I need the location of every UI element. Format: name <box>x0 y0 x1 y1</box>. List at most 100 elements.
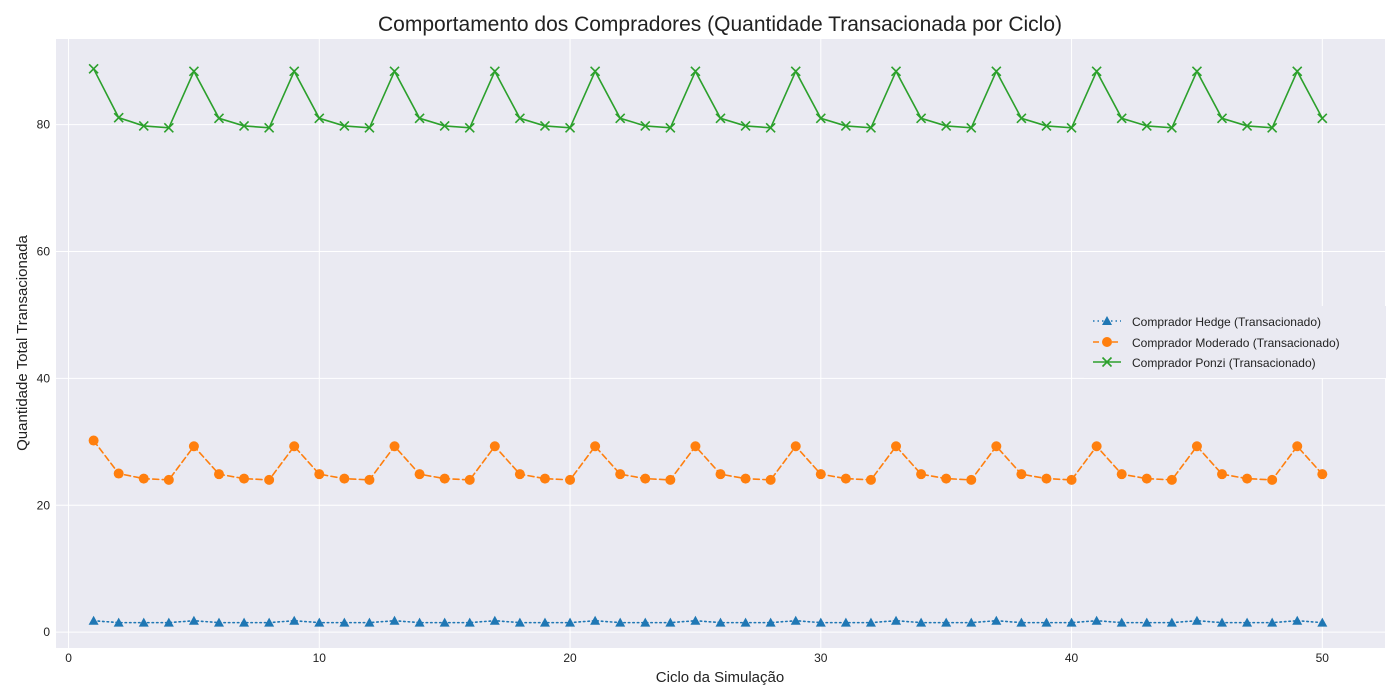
data-point-moderado <box>1166 474 1177 485</box>
data-point-ponzi <box>414 113 425 124</box>
data-point-hedge <box>1041 617 1052 627</box>
series-moderado <box>88 435 1328 485</box>
data-point-ponzi <box>1267 122 1278 133</box>
legend-item-moderado: Comprador Moderado (Transacionado) <box>1093 336 1340 350</box>
data-point-hedge <box>740 617 751 627</box>
x-tick-label: 50 <box>1316 651 1330 665</box>
data-point-ponzi <box>163 122 174 133</box>
data-point-moderado <box>464 474 475 485</box>
data-point-ponzi <box>314 113 325 124</box>
data-point-ponzi <box>489 66 500 77</box>
data-point-moderado <box>138 473 149 484</box>
data-point-hedge <box>464 617 475 627</box>
x-axis-label: Ciclo da Simulação <box>656 669 784 686</box>
legend-marker-hedge <box>1102 316 1112 325</box>
data-point-ponzi <box>740 120 751 131</box>
data-point-moderado <box>1292 441 1303 452</box>
data-point-ponzi <box>1292 66 1303 77</box>
data-point-hedge <box>414 617 425 627</box>
data-point-ponzi <box>615 113 626 124</box>
data-point-moderado <box>615 469 626 480</box>
legend-box <box>1084 306 1386 378</box>
data-point-hedge <box>1267 617 1278 627</box>
series-line-ponzi <box>92 68 1324 129</box>
data-point-ponzi <box>1091 66 1102 77</box>
data-point-ponzi <box>1066 122 1077 133</box>
data-point-hedge <box>163 617 174 627</box>
data-point-moderado <box>88 435 99 446</box>
data-point-hedge <box>1116 617 1127 627</box>
data-point-hedge <box>615 617 626 627</box>
data-point-hedge <box>1141 617 1152 627</box>
data-point-hedge <box>991 615 1002 625</box>
data-point-hedge <box>213 617 224 627</box>
data-point-hedge <box>966 617 977 627</box>
data-point-ponzi <box>840 120 851 131</box>
data-point-moderado <box>1016 469 1027 480</box>
data-point-ponzi <box>389 66 400 77</box>
data-point-hedge <box>239 617 250 627</box>
data-point-hedge <box>339 617 350 627</box>
data-point-hedge <box>715 617 726 627</box>
data-point-moderado <box>840 473 851 484</box>
series-ponzi <box>88 63 1328 133</box>
grid-lines <box>56 39 1385 648</box>
data-point-ponzi <box>1141 120 1152 131</box>
data-point-ponzi <box>790 66 801 77</box>
data-point-hedge <box>1292 615 1303 625</box>
data-point-moderado <box>163 474 174 485</box>
data-point-moderado <box>665 474 676 485</box>
data-point-ponzi <box>1166 122 1177 133</box>
data-point-moderado <box>1317 469 1328 480</box>
data-point-moderado <box>489 441 500 452</box>
data-point-hedge <box>264 617 275 627</box>
x-tick-label: 20 <box>563 651 577 665</box>
data-point-hedge <box>1066 617 1077 627</box>
data-point-moderado <box>1041 473 1052 484</box>
data-point-hedge <box>1317 617 1328 627</box>
data-point-ponzi <box>1216 113 1228 124</box>
y-tick-label: 80 <box>37 118 51 132</box>
data-point-hedge <box>289 615 300 625</box>
data-point-ponzi <box>916 113 927 124</box>
data-point-moderado <box>966 474 977 485</box>
data-point-hedge <box>1217 617 1228 627</box>
legend-item-ponzi: Comprador Ponzi (Transacionado) <box>1093 356 1316 370</box>
data-point-moderado <box>213 469 224 480</box>
data-point-moderado <box>414 469 425 480</box>
data-point-hedge <box>314 617 325 627</box>
legend-marker-moderado <box>1102 337 1112 347</box>
data-point-ponzi <box>213 113 225 124</box>
data-point-ponzi <box>464 122 475 133</box>
data-point-moderado <box>715 469 726 480</box>
data-point-moderado <box>188 441 199 452</box>
data-point-ponzi <box>665 122 676 133</box>
data-point-moderado <box>1066 474 1077 485</box>
data-point-moderado <box>339 473 350 484</box>
x-tick-label: 30 <box>814 651 828 665</box>
data-point-ponzi <box>1016 113 1027 124</box>
data-point-moderado <box>1091 441 1102 452</box>
data-point-moderado <box>113 468 124 479</box>
data-point-hedge <box>891 615 902 625</box>
data-point-moderado <box>865 474 876 485</box>
data-point-moderado <box>941 473 952 484</box>
data-point-hedge <box>840 617 851 627</box>
data-point-moderado <box>364 474 375 485</box>
data-point-ponzi <box>564 122 576 133</box>
data-point-moderado <box>916 469 927 480</box>
data-point-moderado <box>389 441 400 452</box>
data-point-hedge <box>590 615 601 625</box>
data-point-hedge <box>539 617 550 627</box>
data-point-hedge <box>364 617 375 627</box>
data-point-moderado <box>239 473 250 484</box>
legend-symbol-moderado <box>1093 337 1121 347</box>
data-point-moderado <box>565 474 576 485</box>
data-point-hedge <box>565 617 576 627</box>
data-point-moderado <box>1242 473 1253 484</box>
data-point-moderado <box>264 474 275 485</box>
data-point-moderado <box>514 469 525 480</box>
x-tick-label: 0 <box>65 651 72 665</box>
data-point-moderado <box>815 469 826 480</box>
data-point-moderado <box>690 441 701 452</box>
